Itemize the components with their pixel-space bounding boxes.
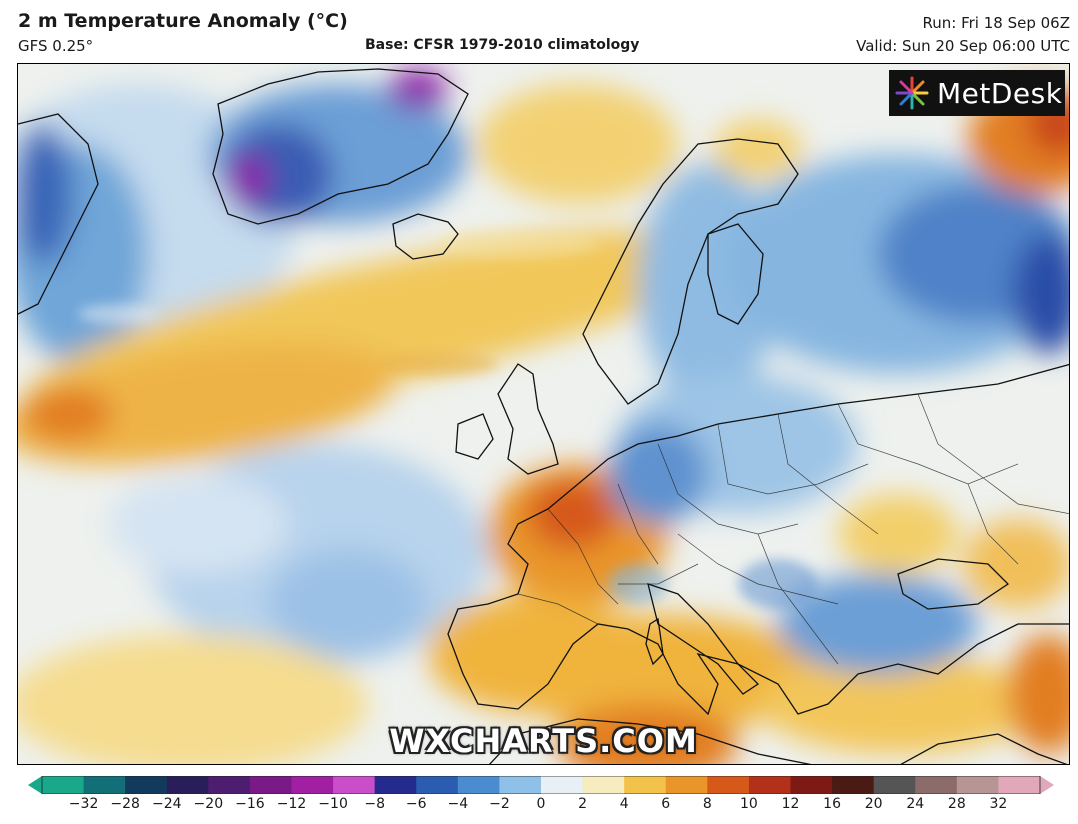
colorbar-segment bbox=[998, 776, 1041, 794]
colorbar-tick-label: −10 bbox=[318, 796, 348, 812]
country-borders bbox=[517, 393, 1069, 665]
colorbar-tick-label: 12 bbox=[781, 796, 800, 812]
colorbar-segment bbox=[166, 776, 209, 794]
colorbar-tick-label: 28 bbox=[947, 796, 966, 812]
colorbar-segment bbox=[915, 776, 958, 794]
anomaly-field bbox=[18, 69, 1069, 764]
colorbar-min-arrow bbox=[28, 776, 42, 794]
valid-time-label: Valid: Sun 20 Sep 06:00 UTC bbox=[856, 37, 1070, 55]
chart-title: 2 m Temperature Anomaly (°C) bbox=[18, 10, 348, 32]
map-panel: MetDesk WXCHARTS.COM bbox=[17, 63, 1070, 765]
colorbar-segment bbox=[333, 776, 376, 794]
colorbar-tick-label: 8 bbox=[702, 796, 712, 812]
run-time-label: Run: Fri 18 Sep 06Z bbox=[922, 14, 1070, 32]
colorbar-segment bbox=[457, 776, 500, 794]
colorbar-segment bbox=[125, 776, 168, 794]
colorbar-max-arrow bbox=[1040, 776, 1054, 794]
colorbar-segment bbox=[707, 776, 750, 794]
colorbar-outline bbox=[41, 776, 1041, 794]
colorbar-tick-label: 6 bbox=[661, 796, 671, 812]
climatology-base-label: Base: CFSR 1979-2010 climatology bbox=[365, 37, 640, 53]
colorbar-segment bbox=[208, 776, 251, 794]
temperature-anomaly-map bbox=[18, 64, 1069, 764]
colorbar-tick-label: −32 bbox=[68, 796, 99, 812]
colorbar-segment bbox=[832, 776, 875, 794]
colorbar-segment bbox=[582, 776, 625, 794]
colorbar-segment bbox=[790, 776, 833, 794]
model-label: GFS 0.25° bbox=[18, 37, 94, 55]
colorbar-segment bbox=[42, 776, 85, 794]
colorbar-segment bbox=[249, 776, 292, 794]
colorbar-tick-label: 4 bbox=[619, 796, 629, 812]
colorbar-tick-label: 10 bbox=[739, 796, 758, 812]
colorbar-tick-label: −28 bbox=[110, 796, 140, 812]
colorbar-segment bbox=[956, 776, 999, 794]
colorbar-segment bbox=[873, 776, 916, 794]
colorbar-tick-label: 16 bbox=[823, 796, 841, 812]
colorbar-tick-label: 32 bbox=[989, 796, 1008, 812]
colorbar-tick-label: −2 bbox=[489, 796, 510, 812]
colorbar-segment bbox=[748, 776, 791, 794]
colorbar-tick-label: 24 bbox=[906, 796, 925, 812]
colorbar-tick-label: −24 bbox=[151, 796, 182, 812]
colorbar bbox=[28, 776, 1054, 794]
colorbar-segment bbox=[499, 776, 542, 794]
colorbar-tick-label: 20 bbox=[864, 796, 883, 812]
colorbar-tick-label: 0 bbox=[536, 796, 546, 812]
colorbar-segment bbox=[416, 776, 459, 794]
colorbar-segment bbox=[541, 776, 584, 794]
colorbar-segment bbox=[624, 776, 667, 794]
colorbar-tick-label: −12 bbox=[276, 796, 307, 812]
colorbar-segment bbox=[291, 776, 334, 794]
starburst-icon bbox=[895, 76, 929, 110]
colorbar-tick-label: −20 bbox=[193, 796, 224, 812]
colorbar-segment bbox=[665, 776, 708, 794]
colorbar-tick-label: −16 bbox=[235, 796, 265, 812]
colorbar-tick-label: 2 bbox=[578, 796, 588, 812]
colorbar-tick-label: −6 bbox=[405, 796, 427, 812]
colorbar-segment bbox=[374, 776, 417, 794]
colorbar-tick-label: −4 bbox=[447, 796, 469, 812]
colorbar-tick-label: −8 bbox=[364, 796, 385, 812]
wxcharts-watermark: WXCHARTS.COM bbox=[389, 722, 698, 760]
colorbar-segment bbox=[83, 776, 126, 794]
metdesk-logo-text: MetDesk bbox=[937, 76, 1063, 110]
metdesk-logo: MetDesk bbox=[889, 70, 1065, 116]
colorbar-segments bbox=[42, 776, 1041, 794]
